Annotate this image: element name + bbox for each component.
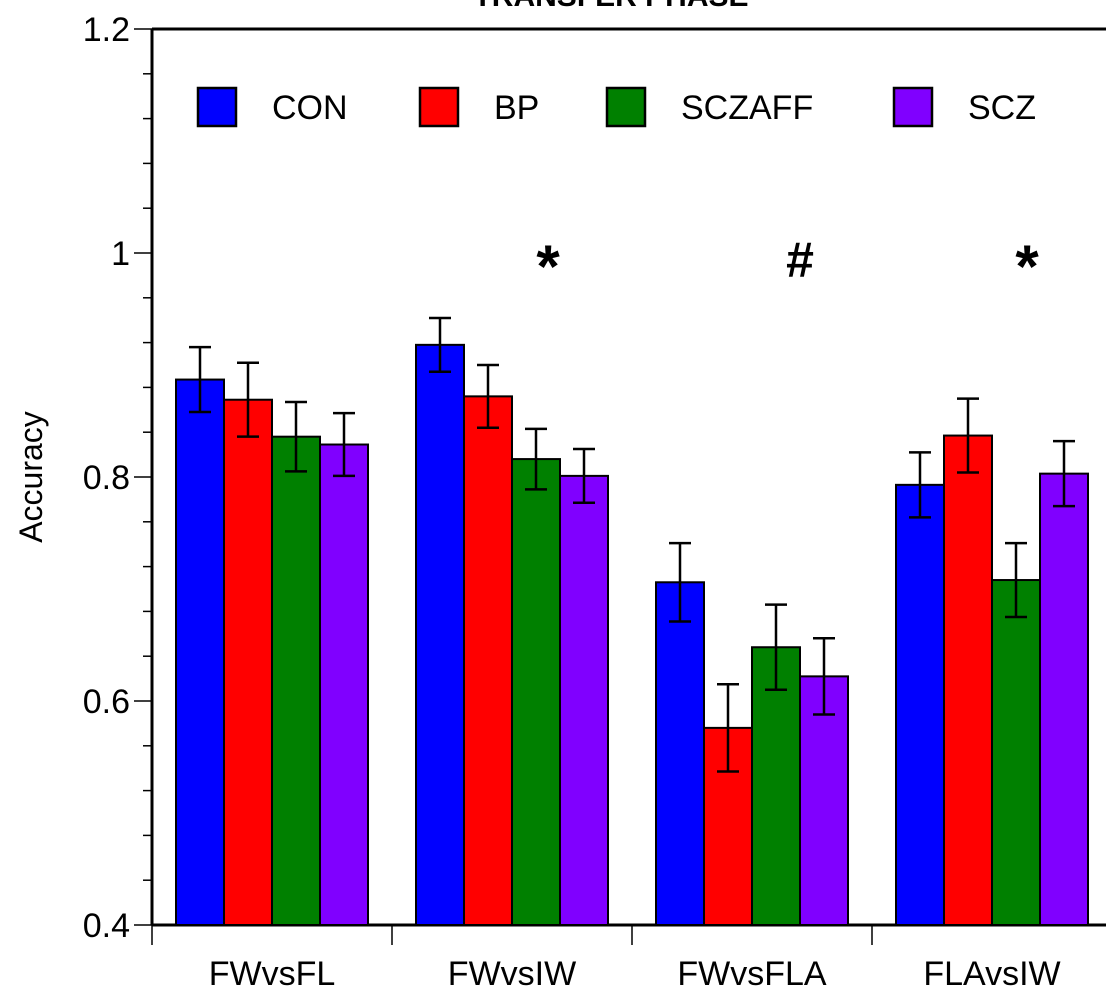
y-tick-label: 0.4 bbox=[83, 907, 130, 945]
annotation-fwvsiw: * bbox=[536, 233, 560, 300]
legend-label-sczaff: SCZAFF bbox=[681, 89, 813, 127]
chart-title: TRANSFER PHASE bbox=[473, 0, 748, 13]
x-tick-label: FWvsIW bbox=[448, 955, 576, 991]
annotation-fwvsfla: # bbox=[786, 232, 814, 288]
bar-con-fwvsfla bbox=[655, 581, 705, 927]
bars bbox=[175, 343, 1089, 927]
y-tick-label: 1.2 bbox=[83, 11, 130, 49]
legend: CON BP SCZAFF SCZ bbox=[196, 86, 1036, 128]
bar-scz-fwvsfl bbox=[319, 443, 369, 926]
bar-scz-flavsiw bbox=[1039, 472, 1089, 926]
y-tick-label: 0.6 bbox=[83, 683, 130, 721]
bar-con-flavsiw bbox=[895, 483, 945, 926]
bar-bp-flavsiw bbox=[943, 434, 993, 926]
bar-sczaff-fwvsiw bbox=[511, 458, 561, 926]
error-bars bbox=[189, 316, 1075, 773]
bar-scz-fwvsfla bbox=[799, 675, 849, 926]
bar-con-fwvsiw bbox=[415, 343, 465, 926]
legend-swatch-sczaff bbox=[605, 86, 647, 128]
bar-sczaff-fwvsfl bbox=[271, 435, 321, 926]
x-tick-label: FWvsFL bbox=[209, 955, 336, 991]
legend-label-scz: SCZ bbox=[968, 89, 1036, 127]
annotation-flavsiw: * bbox=[1015, 233, 1039, 300]
x-tick-label: FWvsFLA bbox=[677, 955, 827, 991]
legend-label-con: CON bbox=[272, 89, 348, 127]
legend-swatch-con bbox=[196, 86, 238, 128]
y-tick-label: 1 bbox=[111, 235, 130, 273]
x-axis-ticks: FWvsFL FWvsIW FWvsFLA FLAvsIW bbox=[151, 925, 1061, 991]
legend-swatch-scz bbox=[892, 86, 934, 128]
bar-bp-fwvsfl bbox=[223, 398, 273, 927]
y-axis-ticks: 0.4 0.6 0.8 1 1.2 bbox=[83, 11, 152, 945]
legend-label-bp: BP bbox=[494, 89, 539, 127]
bar-con-fwvsfl bbox=[175, 378, 225, 926]
y-tick-label: 0.8 bbox=[83, 459, 130, 497]
bar-scz-fwvsiw bbox=[559, 474, 609, 926]
legend-swatch-bp bbox=[418, 86, 460, 128]
y-axis-label: Accuracy bbox=[13, 411, 49, 543]
x-tick-label: FLAvsIW bbox=[923, 955, 1060, 991]
bar-bp-fwvsiw bbox=[463, 395, 513, 926]
bar-sczaff-flavsiw bbox=[991, 579, 1041, 926]
